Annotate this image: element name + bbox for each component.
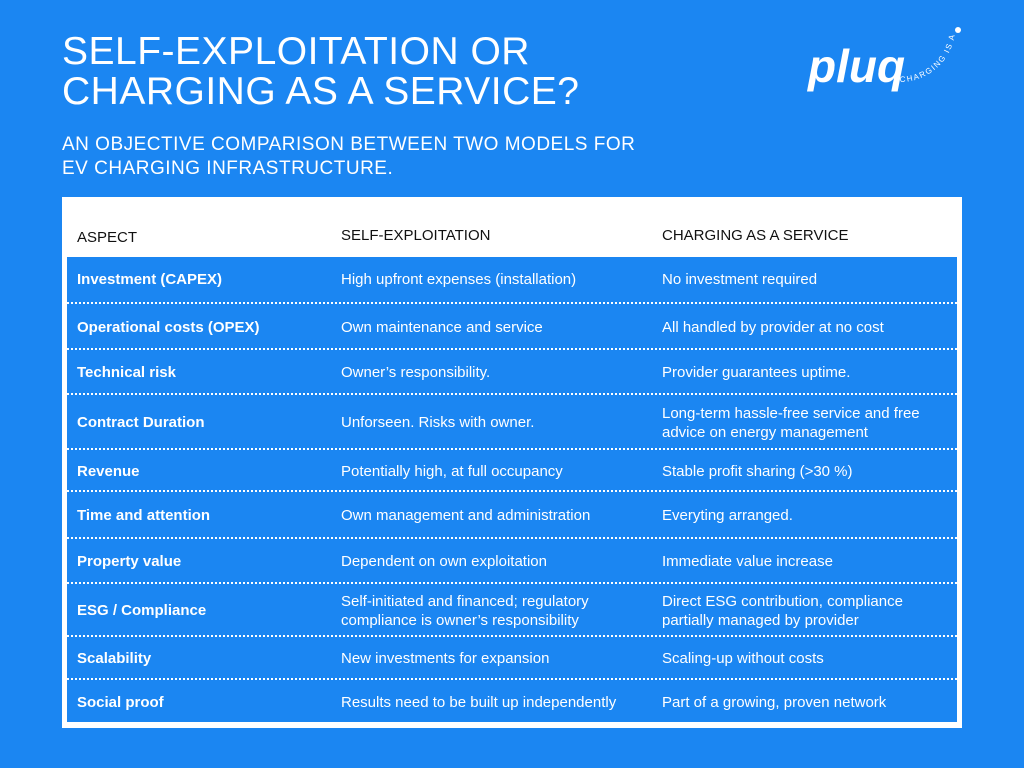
table-cell: Own management and administration [341, 507, 591, 524]
table-row: Operational costs (OPEX) Own maintenance … [67, 302, 957, 348]
table-cell: Everyting arranged. [662, 507, 793, 524]
table-cell: Time and attention [77, 507, 211, 524]
table-cell: Stable profit sharing (>30 %) [662, 462, 853, 480]
subtitle-line: EV CHARGING INFRASTRUCTURE. [62, 158, 394, 179]
table-cell: Social proof [77, 693, 164, 711]
table-row: Scalability New investments for expansion… [67, 635, 957, 678]
table-cell: Investment (CAPEX) [77, 271, 223, 288]
table-cell: High upfront expenses (installation) [341, 271, 577, 288]
table-cell: All handled by provider at no cost [662, 318, 884, 336]
table-row: Technical risk Owner’s responsibility. Pro… [67, 348, 957, 393]
table-cell: Technical risk [77, 364, 176, 381]
table-cell: Own maintenance and service [341, 318, 543, 336]
subtitle-line: AN OBJECTIVE COMPARISON BETWEEN TWO MODE… [62, 134, 636, 155]
table-row: Time and attention Own management and adm… [67, 490, 957, 537]
table-cell: ESG / Compliance [77, 602, 207, 619]
table-cell: Dependent on own exploitation [341, 553, 547, 570]
table-cell: Provider guarantees uptime. [662, 364, 851, 381]
logo: pluq CHARGING IS A SERVICE [800, 22, 961, 92]
table-cell: Potentially high, at full occupancy [341, 462, 563, 480]
table-row: Social proof Results need to be built up … [67, 678, 957, 722]
comparison-table: ASPECT SELF-EXPLOITATION CHARGING AS A S… [62, 197, 962, 728]
table-cell: Direct ESG contribution, compliance part… [662, 592, 903, 629]
table-row: Property value Dependent on own exploitat… [67, 537, 957, 582]
header-cell: ASPECT [77, 229, 138, 246]
logo-name: pluq [806, 40, 905, 92]
logo-dot [955, 27, 961, 33]
table-cell: Long-term hassle-free service and free a… [662, 404, 920, 441]
title-line: CHARGING AS A SERVICE? [62, 70, 580, 113]
title-line: SELF-EXPLOITATION OR [62, 30, 530, 73]
table-row: Contract Duration Unforseen. Risks with o… [67, 393, 957, 448]
table-cell: No investment required [662, 271, 818, 288]
table-cell: Self-initiated and financed; regulatory … [341, 592, 589, 629]
header-cell: CHARGING AS A SERVICE [662, 227, 849, 244]
table-cell: Results need to be built up independentl… [341, 693, 617, 711]
table-cell: Part of a growing, proven network [662, 693, 887, 711]
table-cell: Property value [77, 553, 182, 570]
table-cell: Contract Duration [77, 414, 205, 431]
table-row: ESG / Compliance Self-initiated and finan… [67, 582, 957, 635]
table-cell: Immediate value increase [662, 553, 833, 570]
table-cell: Owner’s responsibility. [341, 364, 491, 381]
table-cell: New investments for expansion [341, 650, 550, 667]
subtitle: AN OBJECTIVE COMPARISON BETWEEN TWO MODE… [62, 133, 635, 181]
table-row: Revenue Potentially high, at full occupan… [67, 448, 957, 490]
table-cell: Unforseen. Risks with owner. [341, 414, 535, 431]
table-cell: Scalability [77, 650, 152, 667]
title: SELF-EXPLOITATION OR CHARGING AS A SERVI… [62, 32, 579, 112]
table-body: Investment (CAPEX) High upfront expenses … [67, 257, 957, 722]
table-header: ASPECT SELF-EXPLOITATION CHARGING AS A S… [62, 197, 962, 257]
table-cell: Revenue [77, 462, 140, 480]
table-cell: Operational costs (OPEX) [77, 318, 260, 336]
header-cell: SELF-EXPLOITATION [341, 227, 491, 244]
table-cell: Scaling-up without costs [662, 650, 824, 667]
table-row: Investment (CAPEX) High upfront expenses … [67, 257, 957, 302]
